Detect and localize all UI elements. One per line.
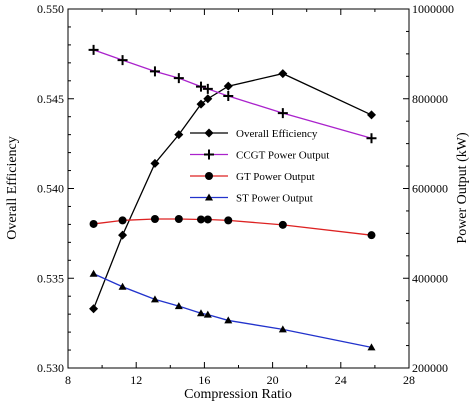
data-point-gt-power-output [203,215,212,224]
data-point-ccgt-power-output [223,91,234,102]
y-left-tick-label: 0.550 [37,2,64,16]
x-tick-label: 28 [403,373,415,387]
data-point-ccgt-power-output [195,81,206,92]
data-point-gt-power-output [278,220,287,229]
data-point-gt-power-output [174,215,183,224]
data-point-ccgt-power-output [173,73,184,84]
data-point-gt-power-output [196,215,205,224]
legend-label: Overall Efficiency [236,128,318,140]
data-point-st-power-output [89,269,98,277]
x-tick-label: 24 [335,373,347,387]
data-point-ccgt-power-output [202,83,213,94]
data-point-ccgt-power-output [117,55,128,66]
data-point-overall-efficiency [223,81,233,91]
legend-marker-ccgt-power-output [204,149,214,160]
data-point-overall-efficiency [150,158,160,168]
data-point-overall-efficiency [366,110,376,120]
data-point-st-power-output [118,282,127,290]
data-point-ccgt-power-output [277,108,288,119]
data-point-st-power-output [224,316,233,324]
y-right-tick-label: 1000000 [412,2,454,16]
y-axis-right-title: Power Output (kW) [455,132,470,244]
data-point-overall-efficiency [278,69,288,79]
data-point-st-power-output [203,310,212,318]
data-point-overall-efficiency [174,130,184,140]
plot-area [67,8,410,369]
data-point-overall-efficiency [89,304,99,314]
x-tick-label: 20 [267,373,279,387]
legend-label: GT Power Output [236,171,315,183]
data-point-st-power-output [367,343,376,351]
x-axis-title: Compression Ratio [184,387,292,402]
series-layer [88,44,377,351]
data-point-ccgt-power-output [149,66,160,77]
data-point-st-power-output [174,302,183,310]
data-point-gt-power-output [150,215,159,224]
x-tick-label: 8 [65,373,71,387]
y-right-tick-label: 600000 [412,182,448,196]
x-tick-label: 12 [130,373,142,387]
y-right-tick-label: 400000 [412,271,448,285]
y-left-tick-label: 0.545 [37,92,64,106]
data-point-gt-power-output [224,216,233,225]
data-point-ccgt-power-output [366,133,377,144]
data-point-st-power-output [150,295,159,303]
legend-marker-gt-power-output [205,172,213,180]
y-left-tick-label: 0.535 [37,271,64,285]
legend-label: ST Power Output [236,193,313,205]
legend-marker-overall-efficiency [204,128,214,138]
axes-layer: 8 12 16 20 24 28 0.530 0.535 0.540 0.545 0.550 2000… [37,2,454,387]
data-point-st-power-output [278,325,287,333]
data-point-overall-efficiency [203,94,213,104]
data-point-gt-power-output [118,216,127,225]
legend: Overall Efficiency CCGT Power Output GT Po… [190,128,329,205]
y-left-tick-label: 0.530 [37,361,64,375]
legend-marker-st-power-output [205,193,213,201]
data-point-ccgt-power-output [88,44,99,55]
x-tick-label: 16 [198,373,210,387]
y-left-tick-label: 0.540 [37,182,64,196]
data-point-st-power-output [196,309,205,317]
legend-label: CCGT Power Output [236,150,329,162]
data-point-gt-power-output [367,231,376,240]
data-point-overall-efficiency [196,99,206,109]
data-point-gt-power-output [89,219,98,228]
y-right-tick-label: 200000 [412,361,448,375]
data-point-overall-efficiency [118,230,128,240]
y-right-tick-label: 800000 [412,92,448,106]
y-axis-left-title: Overall Efficiency [5,136,20,240]
